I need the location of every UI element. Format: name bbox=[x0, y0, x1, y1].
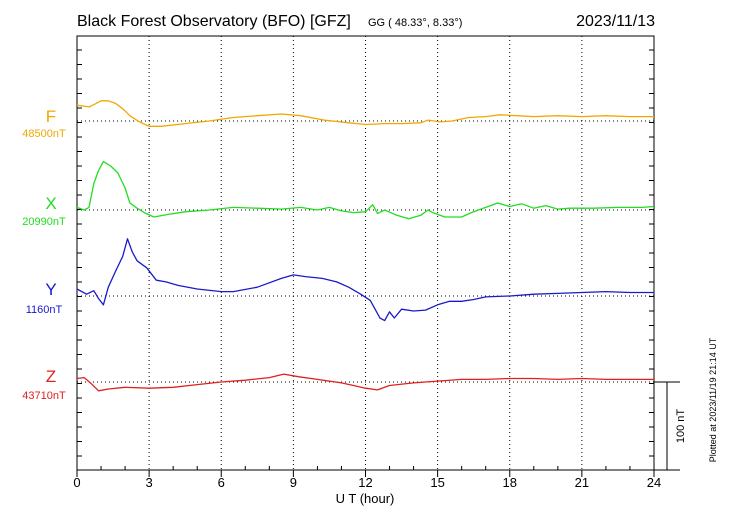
x-tick-label: 9 bbox=[290, 475, 297, 490]
series-line-x bbox=[76, 160, 655, 220]
series-line-y bbox=[76, 238, 654, 322]
x-tick-label: 24 bbox=[647, 475, 661, 490]
series-name-y: Y bbox=[45, 280, 56, 299]
x-axis-tick-labels: 0 3 6 9 12 15 18 21 24 bbox=[73, 475, 661, 490]
series-baseline-f: 48500nT bbox=[22, 128, 66, 140]
chart-date: 2023/11/13 bbox=[576, 13, 655, 30]
scale-bar-label: 100 nT bbox=[675, 409, 687, 444]
series-baseline-y: 1160nT bbox=[26, 304, 63, 316]
scale-bar: 100 nT bbox=[654, 381, 687, 471]
chart-title: Black Forest Observatory (BFO) [GFZ] bbox=[77, 13, 351, 30]
series-baseline-z: 43710nT bbox=[22, 390, 66, 402]
grid bbox=[148, 36, 583, 470]
x-axis-label: U T (hour) bbox=[336, 491, 395, 506]
x-tick-label: 12 bbox=[358, 475, 372, 490]
series-line-z bbox=[76, 373, 654, 392]
plotted-timestamp: Plotted at 2023/11/19 21:14 UT bbox=[708, 337, 718, 462]
series-lines bbox=[76, 100, 655, 392]
baselines bbox=[77, 120, 654, 383]
chart-coordinates: GG ( 48.33°, 8.33°) bbox=[368, 17, 462, 29]
x-tick-label: 15 bbox=[430, 475, 444, 490]
x-tick-label: 18 bbox=[503, 475, 517, 490]
x-tick-label: 6 bbox=[218, 475, 225, 490]
series-line-f bbox=[76, 100, 654, 127]
x-tick-label: 3 bbox=[146, 475, 153, 490]
x-axis-ticks bbox=[76, 49, 655, 477]
series-baseline-x: 20990nT bbox=[22, 216, 66, 228]
series-name-x: X bbox=[45, 194, 56, 213]
x-tick-label: 0 bbox=[73, 475, 80, 490]
series-name-f: F bbox=[46, 107, 56, 126]
x-tick-label: 21 bbox=[575, 475, 589, 490]
series-name-z: Z bbox=[46, 367, 56, 386]
series-labels: F 48500nT X 20990nT Y 1160nT Z 43710nT bbox=[22, 107, 66, 402]
